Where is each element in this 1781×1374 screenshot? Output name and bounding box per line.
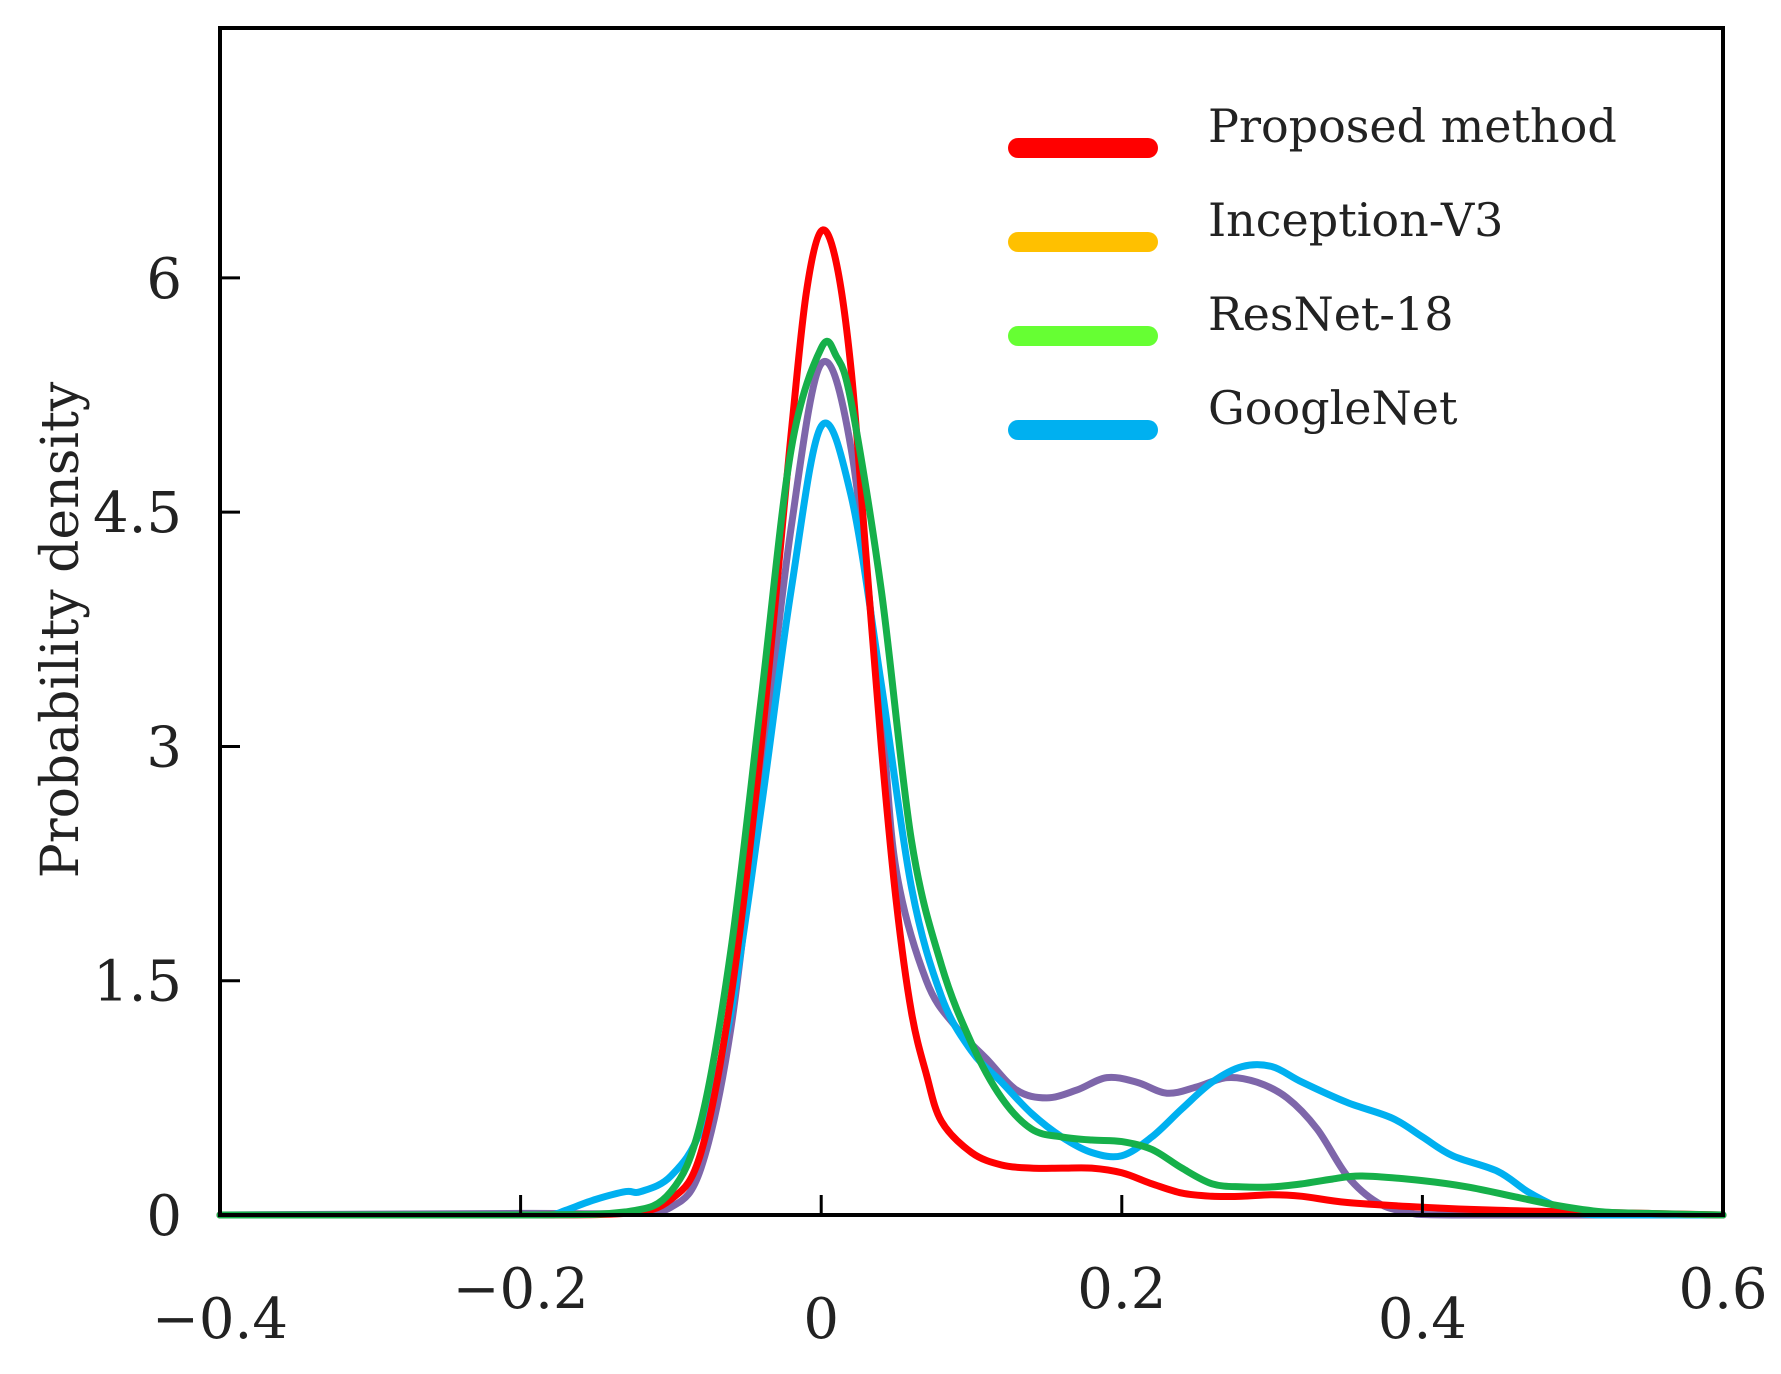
x-tick-label-4: 0.4 (1378, 1287, 1467, 1352)
x-tick-label-0: −0.4 (152, 1287, 288, 1352)
series-line-1 (216, 419, 1727, 1219)
legend-label-1: Inception-V3 (1208, 193, 1503, 247)
legend-label-0: Proposed method (1208, 99, 1617, 153)
y-tick-label-1: 1.5 (93, 950, 182, 1015)
series-line-3 (216, 337, 1727, 1219)
plot-frame (218, 26, 1725, 1217)
x-tick-label-2: 0 (803, 1287, 839, 1352)
y-axis: 0 1.5 3 4.5 6 (93, 247, 240, 1249)
x-tick-label-1: −0.2 (453, 1257, 589, 1322)
series-line-2 (216, 226, 1727, 1219)
series-layer (216, 226, 1727, 1219)
y-tick-label-4: 6 (146, 247, 182, 312)
legend: Proposed method Inception-V3 ResNet-18 Goog… (1008, 99, 1617, 440)
x-tick-label-5: 0.6 (1678, 1257, 1767, 1322)
y-tick-label-2: 3 (146, 715, 182, 780)
x-tick-label-3: 0.2 (1077, 1257, 1166, 1322)
y-tick-label-0: 0 (146, 1184, 182, 1249)
legend-label-3: GoogleNet (1208, 381, 1458, 435)
y-axis-title: Probability density (31, 381, 91, 878)
legend-label-2: ResNet-18 (1208, 287, 1454, 341)
y-tick-label-3: 4.5 (93, 481, 182, 546)
x-axis: −0.4 −0.2 0 0.2 0.4 0.6 (152, 1195, 1768, 1352)
